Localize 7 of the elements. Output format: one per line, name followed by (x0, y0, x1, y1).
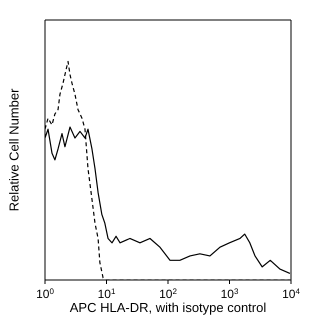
x-tick-label: 10$^{3}$ (220, 286, 239, 301)
x-tick-label: 10$^{2}$ (159, 286, 178, 301)
x-axis-title: APC HLA-DR, with isotype control (70, 300, 266, 315)
x-tick-label: 10$^{4}$ (282, 286, 300, 301)
y-axis-title: Relative Cell Number (6, 88, 22, 212)
x-tick-label: 10$^{1}$ (98, 286, 116, 301)
x-tick-label: 10$^{0}$ (36, 286, 54, 301)
